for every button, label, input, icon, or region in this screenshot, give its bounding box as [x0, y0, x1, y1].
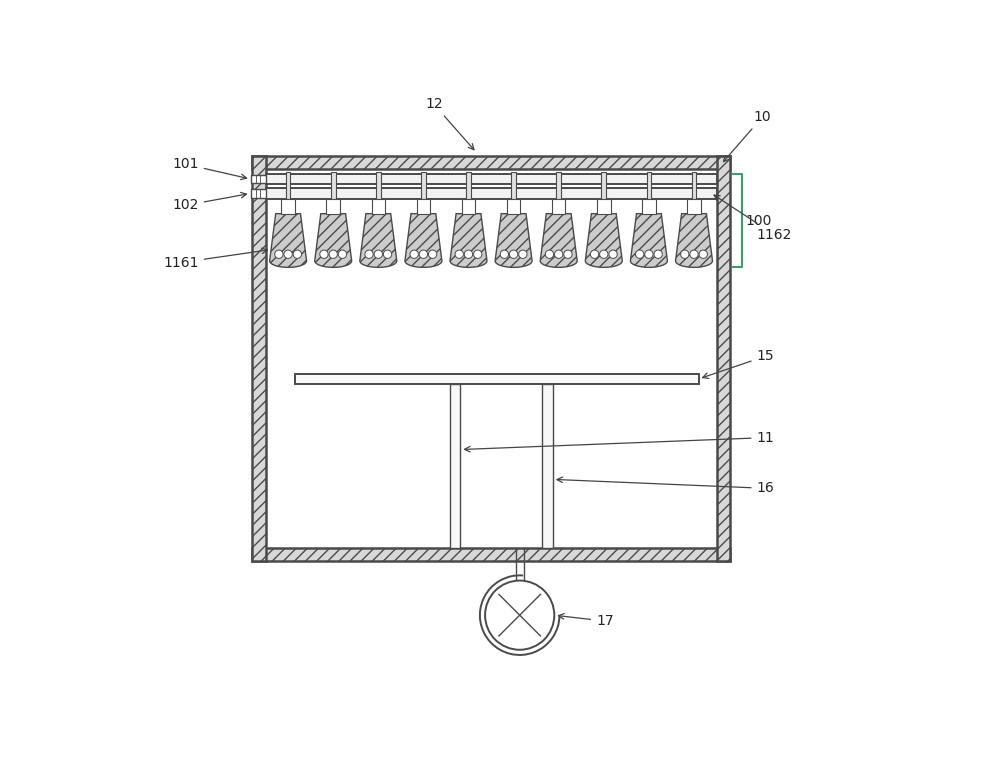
Bar: [251, 189, 266, 197]
Bar: [601, 172, 606, 199]
Bar: [687, 199, 701, 213]
Polygon shape: [585, 213, 622, 267]
Bar: [295, 374, 699, 384]
Bar: [511, 172, 516, 199]
Circle shape: [329, 250, 337, 259]
Bar: [331, 172, 336, 199]
Bar: [372, 199, 385, 213]
Circle shape: [681, 250, 689, 259]
Polygon shape: [540, 213, 577, 267]
Circle shape: [474, 250, 482, 259]
Bar: [642, 199, 656, 213]
Polygon shape: [360, 213, 397, 267]
Text: 102: 102: [172, 193, 247, 213]
Bar: [556, 172, 561, 199]
Bar: [462, 199, 475, 213]
Circle shape: [338, 250, 347, 259]
Circle shape: [555, 250, 563, 259]
Circle shape: [654, 250, 662, 259]
Bar: [266, 188, 717, 199]
Polygon shape: [315, 213, 352, 267]
Polygon shape: [270, 213, 307, 267]
Circle shape: [275, 250, 283, 259]
Circle shape: [284, 250, 292, 259]
Bar: [376, 172, 381, 199]
Bar: [266, 174, 717, 184]
Circle shape: [600, 250, 608, 259]
Circle shape: [635, 250, 644, 259]
Bar: [417, 199, 430, 213]
Bar: [647, 172, 651, 199]
Bar: [507, 199, 520, 213]
Circle shape: [609, 250, 617, 259]
Circle shape: [699, 250, 707, 259]
Text: 10: 10: [723, 110, 771, 161]
Text: 17: 17: [558, 614, 614, 628]
Text: 15: 15: [703, 350, 774, 379]
Bar: [450, 384, 460, 549]
Text: 100: 100: [746, 213, 772, 227]
Bar: [252, 156, 266, 562]
Circle shape: [590, 250, 599, 259]
Text: 11: 11: [465, 431, 774, 452]
Circle shape: [645, 250, 653, 259]
Circle shape: [428, 250, 437, 259]
Circle shape: [509, 250, 518, 259]
Bar: [252, 549, 730, 562]
Bar: [281, 199, 295, 213]
Circle shape: [564, 250, 572, 259]
Bar: [421, 172, 426, 199]
Text: 16: 16: [557, 477, 774, 495]
Bar: [251, 175, 266, 184]
Circle shape: [545, 250, 554, 259]
Circle shape: [293, 250, 302, 259]
Bar: [266, 169, 717, 549]
Circle shape: [485, 581, 554, 649]
Circle shape: [464, 250, 473, 259]
Bar: [326, 199, 340, 213]
Bar: [692, 172, 696, 199]
Polygon shape: [405, 213, 442, 267]
Circle shape: [374, 250, 382, 259]
Bar: [542, 384, 553, 549]
Circle shape: [383, 250, 392, 259]
Bar: [552, 199, 565, 213]
Circle shape: [455, 250, 463, 259]
Text: 1162: 1162: [714, 195, 792, 242]
Polygon shape: [495, 213, 532, 267]
Polygon shape: [450, 213, 487, 267]
Bar: [597, 199, 611, 213]
Circle shape: [519, 250, 527, 259]
Circle shape: [410, 250, 418, 259]
Text: 1161: 1161: [163, 248, 267, 269]
Circle shape: [690, 250, 698, 259]
Bar: [717, 156, 730, 562]
Polygon shape: [630, 213, 667, 267]
Bar: [252, 156, 730, 169]
Polygon shape: [676, 213, 712, 267]
Circle shape: [365, 250, 373, 259]
Circle shape: [500, 250, 509, 259]
Text: 12: 12: [425, 97, 474, 150]
Circle shape: [320, 250, 328, 259]
Circle shape: [419, 250, 428, 259]
Text: 101: 101: [172, 157, 247, 180]
Bar: [286, 172, 290, 199]
Bar: [466, 172, 471, 199]
